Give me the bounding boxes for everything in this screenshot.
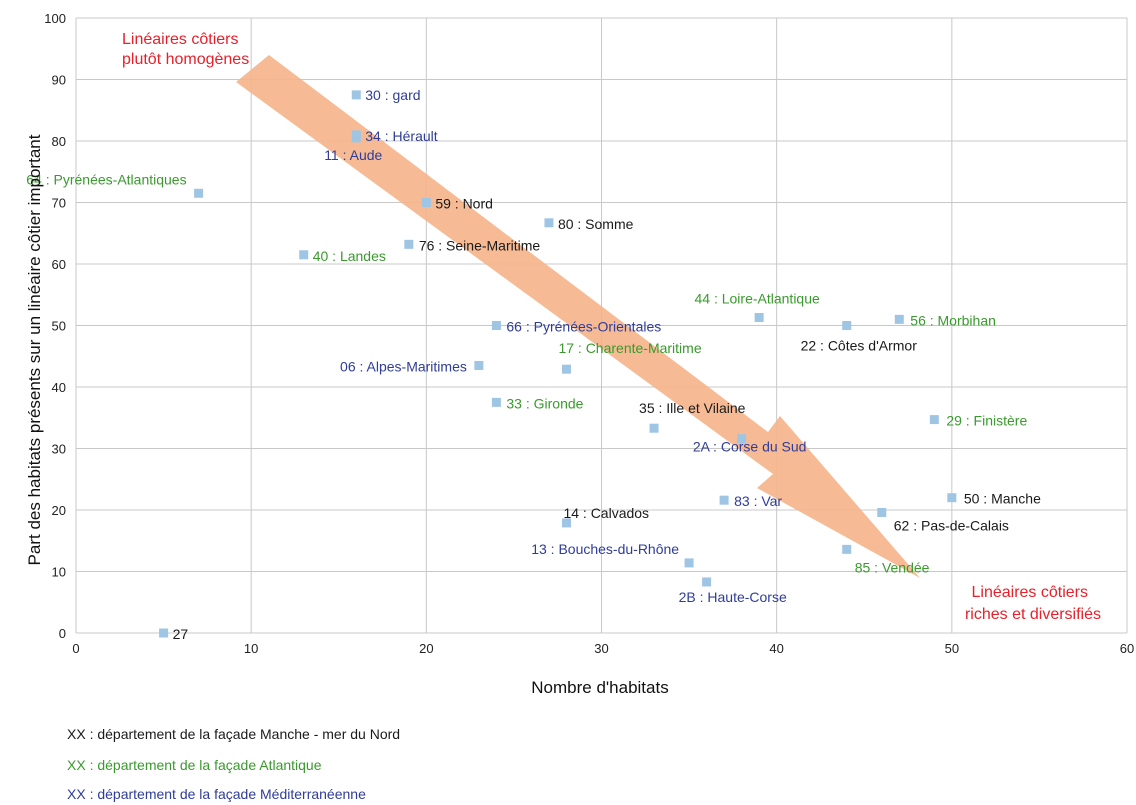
data-point-marker: [491, 397, 501, 407]
y-tick-label: 0: [59, 626, 66, 641]
data-point-label: 29 : Finistère: [946, 413, 1027, 429]
data-point-marker: [159, 628, 169, 638]
data-point-marker: [702, 577, 712, 587]
y-axis-label: Part des habitats présents sur un linéai…: [25, 134, 44, 565]
data-point-marker: [842, 544, 852, 554]
y-tick-label: 80: [52, 134, 66, 149]
data-point-label: 06 : Alpes-Maritimes: [340, 358, 467, 374]
data-point-label: 11 : Aude: [324, 147, 382, 163]
data-point-marker: [719, 495, 729, 505]
y-tick-label: 90: [52, 73, 66, 88]
annotation-homogeneous-line2: plutôt homogènes: [122, 51, 249, 68]
data-point-marker: [474, 360, 484, 370]
data-point-marker: [842, 321, 852, 330]
data-point-label: 22 : Côtes d'Armor: [801, 338, 918, 354]
x-tick-label: 10: [244, 641, 258, 656]
y-tick-label: 40: [52, 380, 66, 395]
data-point-marker: [421, 198, 431, 207]
x-tick-label: 0: [72, 641, 79, 656]
data-point-marker: [491, 321, 501, 330]
data-point-label: 14 : Calvados: [563, 505, 649, 521]
data-point-label: 33 : Gironde: [506, 395, 583, 411]
data-point-marker: [684, 558, 694, 568]
trend-arrow-shape: [236, 55, 920, 578]
data-point-label: 56 : Morbihan: [910, 312, 996, 328]
data-point-marker: [351, 90, 361, 100]
data-point-label: 85 : Vendée: [855, 559, 930, 575]
data-point-marker: [894, 314, 904, 324]
annotation-homogeneous-line1: Linéaires côtiers: [122, 31, 239, 48]
y-axis-ticks: 0 10 20 30 40 50 60 70 80 90 100: [44, 11, 66, 641]
x-tick-label: 40: [769, 641, 783, 656]
data-point-label: 2A : Corse du Sud: [693, 439, 807, 455]
y-tick-label: 100: [44, 11, 66, 26]
x-axis-label: Nombre d'habitats: [531, 678, 668, 697]
data-point-marker: [561, 364, 571, 374]
data-point-marker: [561, 518, 571, 528]
data-point-label: 62 : Pas-de-Calais: [894, 517, 1009, 533]
data-point-label: 35 : Ille et Vilaine: [639, 400, 746, 416]
data-points: 30 : gard 34 : Hérault 11 : Aude 64 : Pyrén…: [26, 87, 1041, 642]
data-point-label: 40 : Landes: [313, 248, 386, 264]
y-tick-label: 60: [52, 257, 66, 272]
data-point-marker: [351, 133, 361, 143]
x-tick-label: 50: [945, 641, 959, 656]
data-point-label: 30 : gard: [365, 87, 420, 103]
annotation-diverse-line1: Linéaires côtiers: [972, 584, 1089, 601]
scatter-chart: 0 10 20 30 40 50 60 0 10 20 30 40 50 60 70 80 90 100 30 …: [25, 11, 1134, 697]
trend-arrow: [236, 55, 920, 578]
data-point-label: 80 : Somme: [558, 216, 634, 232]
data-point-label: 44 : Loire-Atlantique: [694, 291, 820, 307]
data-point-label: 50 : Manche: [964, 491, 1041, 507]
legend-mediterranee: XX : département de la façade Méditerran…: [67, 786, 366, 802]
data-point-label: 2B : Haute-Corse: [679, 589, 787, 605]
y-tick-label: 10: [52, 565, 66, 580]
y-tick-label: 30: [52, 442, 66, 457]
data-point-label: 66 : Pyrénées-Orientales: [506, 319, 661, 335]
data-point-marker: [299, 250, 309, 260]
legend-atlantique: XX : département de la façade Atlantique: [67, 757, 322, 773]
x-tick-label: 60: [1120, 641, 1134, 656]
data-point-marker: [947, 493, 957, 503]
x-tick-label: 30: [594, 641, 608, 656]
data-point-marker: [544, 218, 554, 228]
x-tick-label: 20: [419, 641, 433, 656]
data-point-label: 59 : Nord: [435, 196, 493, 212]
data-point-label: 76 : Seine-Maritime: [419, 237, 541, 253]
data-point-marker: [404, 239, 414, 249]
y-tick-label: 70: [52, 196, 66, 211]
data-point-label: 83 : Var: [734, 493, 782, 509]
data-point-label: 13 : Bouches-du-Rhône: [531, 541, 679, 557]
legend-manche: XX : département de la façade Manche - m…: [67, 726, 401, 742]
y-tick-label: 20: [52, 503, 66, 518]
data-point-marker: [737, 434, 747, 444]
x-axis-ticks: 0 10 20 30 40 50 60: [72, 641, 1134, 656]
y-tick-label: 50: [52, 319, 66, 334]
data-point-label: 17 : Charente-Maritime: [558, 340, 701, 356]
data-point-marker: [754, 313, 764, 323]
data-point-label: 27: [173, 626, 189, 642]
data-point-label: 34 : Hérault: [365, 128, 437, 144]
data-point-marker: [649, 423, 659, 433]
data-point-marker: [194, 188, 204, 198]
data-point-label: 64 : Pyrénées-Atlantiques: [26, 171, 186, 187]
data-point-marker: [929, 415, 939, 425]
annotation-diverse-line2: riches et diversifiés: [965, 606, 1101, 623]
data-point-marker: [877, 507, 887, 517]
